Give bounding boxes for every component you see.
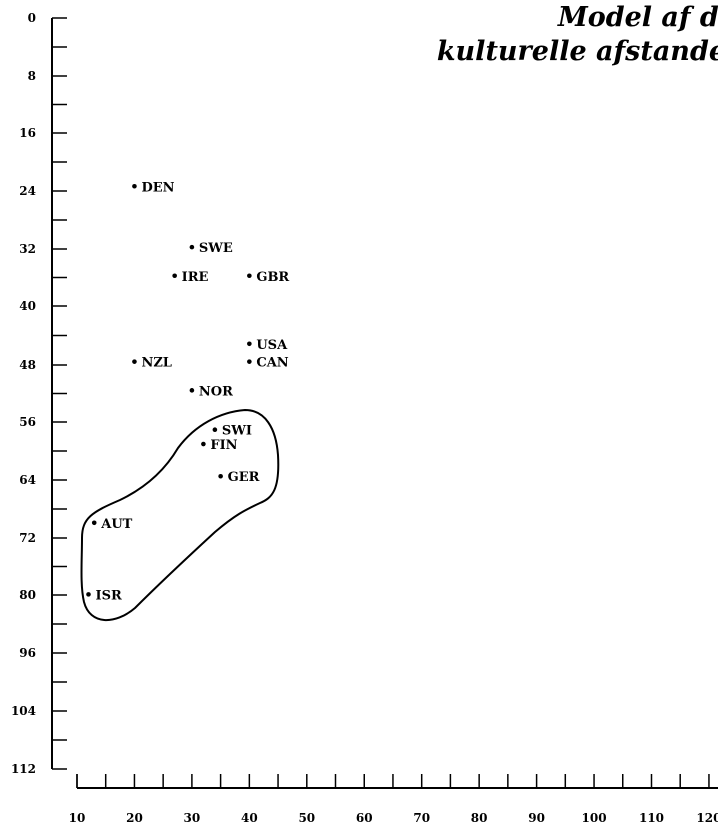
chart-title-line-2: kulturelle afstande bbox=[436, 36, 718, 67]
y-tick-label: 80 bbox=[19, 588, 36, 602]
data-point-ger bbox=[218, 473, 223, 479]
point-label-nzl: NZL bbox=[141, 356, 172, 371]
point-label-usa: USA bbox=[256, 338, 288, 353]
data-point-can bbox=[247, 359, 252, 364]
y-tick-label: 32 bbox=[19, 242, 36, 256]
x-tick-label: 40 bbox=[241, 811, 258, 825]
cluster-outline bbox=[80, 408, 280, 622]
y-tick-label: 0 bbox=[28, 11, 36, 25]
data-point-aut bbox=[91, 520, 97, 526]
point-label-fin: FIN bbox=[210, 438, 237, 453]
y-tick-label: 8 bbox=[28, 69, 36, 83]
point-label-ire: IRE bbox=[182, 270, 209, 285]
y-tick-label: 112 bbox=[11, 762, 36, 776]
y-tick-label: 64 bbox=[19, 473, 36, 487]
chart-title-line-1: Model af de bbox=[557, 2, 718, 33]
x-tick-label: 70 bbox=[413, 811, 430, 825]
point-label-can: CAN bbox=[256, 356, 288, 371]
data-point-fin bbox=[201, 441, 206, 447]
y-tick-label: 96 bbox=[19, 646, 36, 660]
point-label-ger: GER bbox=[228, 470, 260, 485]
data-point-isr bbox=[86, 592, 91, 597]
point-label-aut: AUT bbox=[100, 517, 132, 532]
point-label-gbr: GBR bbox=[256, 270, 289, 285]
x-tick-label: 50 bbox=[298, 811, 315, 825]
x-tick-label: 110 bbox=[639, 811, 664, 825]
axes: 0 8 16 24 32 40 48 56 64 72 80 96 104 112 10 20 30 40 50 60… bbox=[11, 11, 718, 825]
point-label-den: DEN bbox=[141, 180, 174, 195]
data-point-ire bbox=[172, 273, 177, 279]
data-point-swi bbox=[212, 427, 218, 433]
point-label-swi: SWI bbox=[222, 424, 252, 439]
y-tick-label: 104 bbox=[11, 704, 36, 718]
y-tick-label: 16 bbox=[19, 126, 36, 140]
data-point-swe bbox=[189, 244, 195, 250]
x-tick-label: 10 bbox=[69, 811, 86, 825]
x-tick-label: 20 bbox=[126, 811, 143, 825]
x-tick-label: 60 bbox=[356, 811, 373, 825]
data-point-nzl bbox=[132, 359, 137, 364]
data-point-nor bbox=[189, 388, 195, 393]
x-tick-label: 90 bbox=[528, 811, 545, 825]
cluster-group bbox=[80, 408, 280, 622]
point-label-nor: NOR bbox=[199, 384, 233, 399]
y-tick-label: 56 bbox=[19, 415, 36, 429]
y-tick-label: 40 bbox=[19, 299, 36, 313]
x-tick-label: 100 bbox=[582, 811, 607, 825]
x-tick-label: 80 bbox=[471, 811, 488, 825]
data-point-den bbox=[132, 183, 137, 189]
point-label-isr: ISR bbox=[95, 588, 121, 603]
point-label-swe: SWE bbox=[199, 241, 233, 256]
y-tick-label: 24 bbox=[19, 184, 36, 198]
y-tick-label: 48 bbox=[19, 358, 36, 372]
x-tick-label: 30 bbox=[184, 811, 201, 825]
data-point-gbr bbox=[247, 273, 252, 279]
data-point-usa bbox=[247, 341, 252, 347]
y-tick-label: 72 bbox=[19, 531, 36, 545]
x-tick-label: 120 bbox=[696, 811, 718, 825]
